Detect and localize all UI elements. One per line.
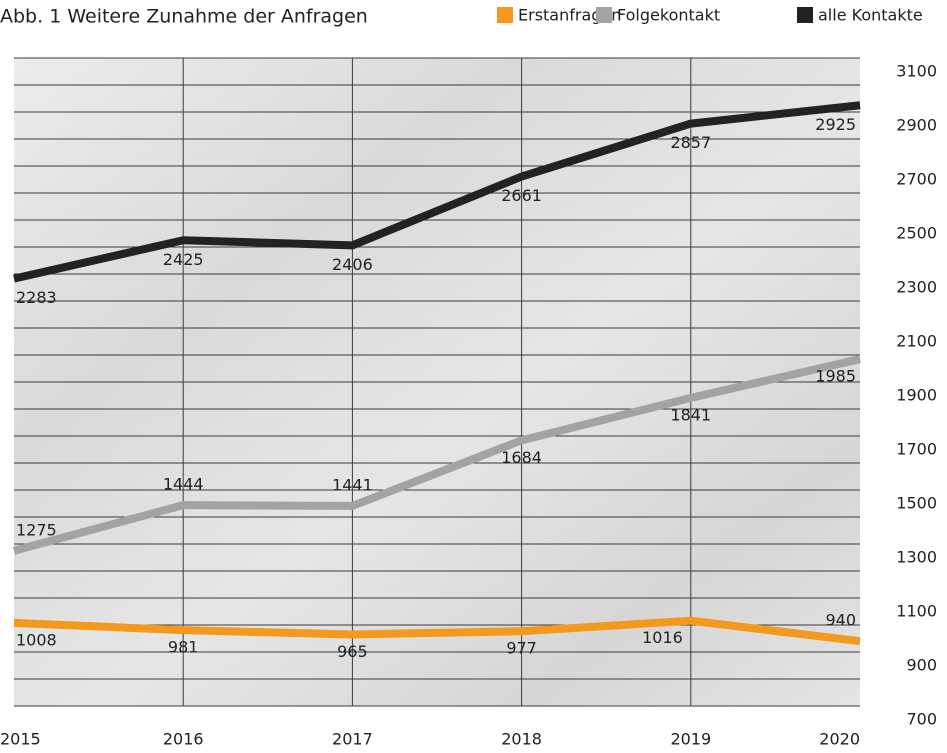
y-tick-label: 1900 [896,386,937,405]
chart-title: Abb. 1 Weitere Zunahme der Anfragen [0,6,368,28]
y-tick-label: 3100 [896,62,937,81]
y-tick-label: 700 [906,710,937,729]
y-tick-label: 900 [906,656,937,675]
data-label: 965 [337,642,368,661]
x-tick-label: 2019 [670,730,711,749]
data-label: 1985 [815,367,856,386]
series-line [13,616,861,646]
data-label: 2425 [163,250,204,269]
y-tick-label: 2900 [896,116,937,135]
y-tick-label: 2300 [896,278,937,297]
data-label: 1444 [163,475,204,494]
y-tick-label: 1100 [896,602,937,621]
data-label: 1841 [670,405,711,424]
data-label: 2283 [16,288,57,307]
legend-label: Erstanfragen [518,6,621,25]
series-line [13,101,861,283]
y-tick-label: 2500 [896,224,937,243]
legend-swatch [497,7,513,23]
data-label: 1016 [642,628,683,647]
legend-label: alle Kontakte [818,6,923,25]
data-label: 940 [825,611,856,630]
data-label: 2661 [501,186,542,205]
x-tick-label: 2018 [501,730,542,749]
legend-swatch [596,7,612,23]
legend-swatch [797,7,813,23]
x-tick-label: 2017 [332,730,373,749]
data-label: 2925 [815,115,856,134]
data-label: 981 [168,638,199,657]
legend-label: Folgekontakt [617,6,720,25]
x-tick-label: 2015 [0,730,41,749]
y-tick-label: 2700 [896,170,937,189]
y-tick-label: 1500 [896,494,937,513]
y-tick-label: 1700 [896,440,937,459]
y-tick-label: 1300 [896,548,937,567]
series-line [12,355,861,555]
x-tick-label: 2020 [819,730,860,749]
data-label: 1008 [16,630,57,649]
data-label: 2406 [332,255,373,274]
data-label: 1441 [332,475,373,494]
data-label: 2857 [670,133,711,152]
data-label: 1275 [16,520,57,539]
data-label: 1684 [501,448,542,467]
x-tick-label: 2016 [163,730,204,749]
y-tick-label: 2100 [896,332,937,351]
data-label: 977 [506,639,537,658]
